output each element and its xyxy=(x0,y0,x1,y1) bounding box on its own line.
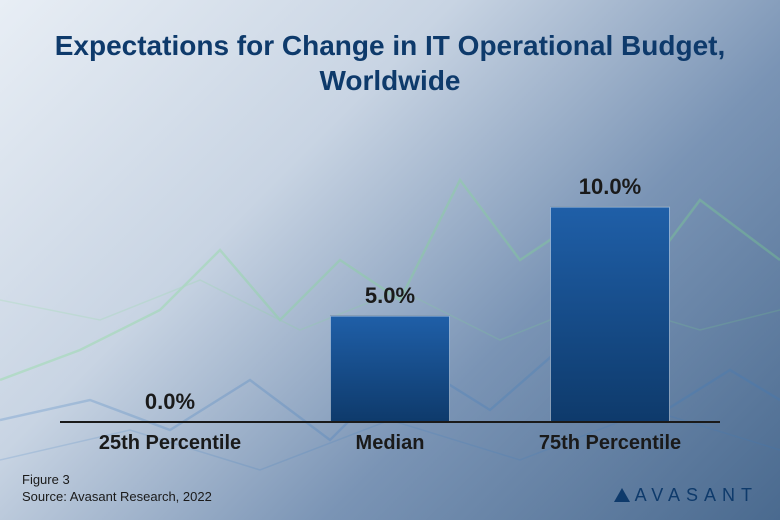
footer-left: Figure 3 Source: Avasant Research, 2022 xyxy=(22,471,212,506)
chart-title: Expectations for Change in IT Operationa… xyxy=(0,0,780,108)
axis-baseline xyxy=(60,421,720,423)
brand-triangle-icon xyxy=(614,488,630,502)
plot-area: 0.0% 5.0% 10.0% 25th PercentileMedian75th … xyxy=(60,108,720,465)
category-labels-row: 25th PercentileMedian75th Percentile xyxy=(60,432,720,455)
bar xyxy=(550,206,670,423)
category-label: 25th Percentile xyxy=(60,432,280,455)
bar-value-label: 5.0% xyxy=(365,283,415,309)
bar-value-label: 10.0% xyxy=(579,174,641,200)
category-label: 75th Percentile xyxy=(500,432,720,455)
footer: Figure 3 Source: Avasant Research, 2022 … xyxy=(0,465,780,520)
bar-group: 10.0% xyxy=(500,174,720,423)
bars-row: 0.0% 5.0% 10.0% xyxy=(60,163,720,423)
bar-group: 0.0% xyxy=(60,389,280,423)
category-label: Median xyxy=(280,432,500,455)
brand-text: AVASANT xyxy=(635,485,758,506)
brand-logo: AVASANT xyxy=(614,485,758,506)
bar-value-label: 0.0% xyxy=(145,389,195,415)
bar-group: 5.0% xyxy=(280,283,500,423)
chart-container: Expectations for Change in IT Operationa… xyxy=(0,0,780,520)
bar xyxy=(330,315,450,423)
source-label: Source: Avasant Research, 2022 xyxy=(22,488,212,506)
figure-label: Figure 3 xyxy=(22,471,212,489)
